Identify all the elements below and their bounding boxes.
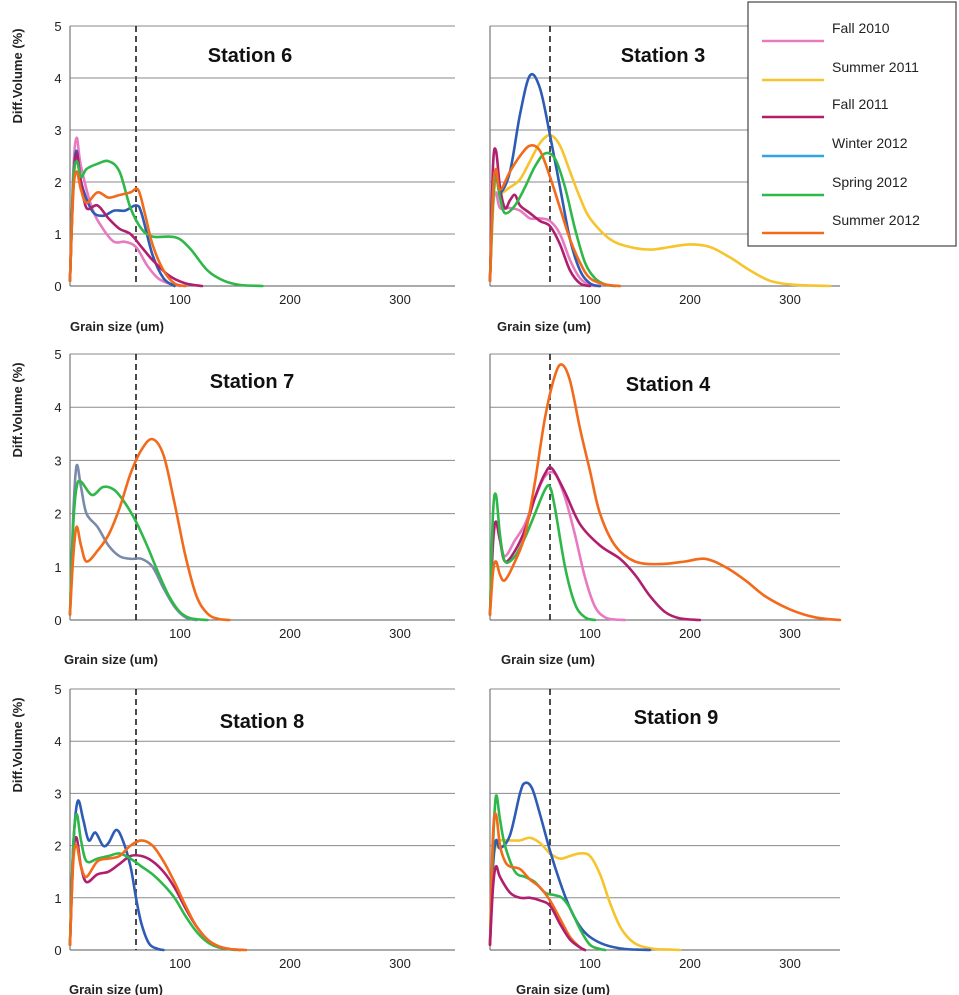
x-axis-label: Grain size (um) [516, 982, 610, 995]
chart-panel-1: 0 1 2 3 4 5 100 200 300 Station 6 Grain size (um) D… [10, 19, 455, 334]
legend-entry-label: Summer 2012 [832, 212, 920, 228]
series-line-2 [68, 149, 176, 288]
chart-panel-6: 100 200 300 Station 9 Grain size (um) [488, 688, 840, 995]
series-line-1 [68, 463, 198, 622]
series-line-3 [488, 794, 607, 952]
y-tick-label: 1 [54, 891, 61, 906]
x-tick-label: 100 [579, 956, 601, 971]
series-line-2 [68, 836, 242, 952]
y-tick-label: 4 [54, 734, 61, 749]
x-tick-label: 300 [389, 626, 411, 641]
x-tick-label: 300 [779, 956, 801, 971]
y-tick-label: 0 [54, 943, 61, 958]
series-line-6 [488, 144, 622, 288]
x-tick-label: 100 [579, 292, 601, 307]
y-tick-label: 4 [54, 400, 61, 415]
legend-box [747, 1, 957, 247]
series-line-2 [488, 781, 652, 952]
y-tick-label: 5 [54, 19, 61, 34]
series-line-1 [488, 470, 627, 622]
x-tick-label: 100 [169, 292, 191, 307]
series-line-4 [68, 839, 248, 952]
series-line-1 [488, 836, 682, 952]
x-tick-label: 300 [389, 292, 411, 307]
series-line-3 [68, 812, 237, 952]
y-tick-label: 0 [54, 279, 61, 294]
y-tick-label: 1 [54, 560, 61, 575]
series-line-3 [488, 484, 597, 622]
y-tick-label: 3 [54, 123, 61, 138]
legend-entry-label: Spring 2012 [832, 174, 908, 190]
y-tick-label: 2 [54, 175, 61, 190]
series-line-5 [68, 170, 187, 288]
x-tick-label: 200 [679, 626, 701, 641]
x-tick-label: 300 [779, 292, 801, 307]
legend-entry-label: Summer 2011 [832, 59, 919, 75]
legend-entry-label: Fall 2010 [832, 20, 890, 36]
series-line-2 [68, 479, 209, 622]
series-line-1 [68, 136, 182, 288]
x-tick-label: 200 [679, 292, 701, 307]
series-line-3 [488, 147, 592, 288]
x-tick-label: 300 [389, 956, 411, 971]
series-line-3 [68, 437, 231, 622]
x-tick-label: 200 [279, 292, 301, 307]
legend: Fall 2010 Summer 2011 Fall 2011 Winter 2012… [747, 1, 957, 247]
y-axis-label: Diff.Volume (%) [10, 362, 25, 457]
series-line-1 [68, 799, 165, 952]
x-axis-label: Grain size (um) [69, 982, 163, 995]
chart-panel-4: 100 200 300 Station 4 Grain size (um) [488, 353, 842, 667]
x-axis-label: Grain size (um) [497, 319, 591, 334]
series-line-4 [488, 812, 587, 952]
y-tick-label: 3 [54, 786, 61, 801]
x-tick-label: 200 [279, 626, 301, 641]
series-line-1 [488, 191, 602, 288]
x-tick-label: 100 [169, 626, 191, 641]
series-line-2 [488, 133, 832, 288]
y-axis-label: Diff.Volume (%) [10, 28, 25, 123]
y-tick-label: 2 [54, 507, 61, 522]
y-axis-label: Diff.Volume (%) [10, 697, 25, 792]
x-tick-label: 200 [679, 956, 701, 971]
series-line-4 [488, 363, 842, 622]
legend-entry-label: Winter 2012 [832, 135, 908, 151]
x-tick-label: 100 [169, 956, 191, 971]
x-tick-label: 300 [779, 626, 801, 641]
x-tick-label: 100 [579, 626, 601, 641]
panel-title: Station 9 [634, 707, 718, 729]
y-tick-label: 5 [54, 682, 61, 697]
legend-entry-label: Fall 2011 [832, 96, 889, 112]
x-tick-label: 200 [279, 956, 301, 971]
panel-title: Station 3 [621, 45, 705, 67]
y-tick-label: 1 [54, 227, 61, 242]
chart-panel-5: 0 1 2 3 4 5 100 200 300 Station 8 Grain size (um) D… [10, 682, 455, 995]
panel-title: Station 4 [626, 374, 711, 396]
y-tick-label: 5 [54, 347, 61, 362]
series-line-5 [488, 864, 587, 952]
panel-title: Station 6 [208, 45, 292, 67]
panel-title: Station 7 [210, 371, 294, 393]
x-axis-label: Grain size (um) [501, 652, 595, 667]
y-tick-label: 0 [54, 613, 61, 628]
y-tick-label: 2 [54, 839, 61, 854]
y-tick-label: 4 [54, 71, 61, 86]
x-axis-label: Grain size (um) [70, 319, 164, 334]
panel-title: Station 8 [220, 711, 304, 733]
y-tick-label: 3 [54, 453, 61, 468]
x-axis-label: Grain size (um) [64, 652, 158, 667]
chart-panel-3: 0 1 2 3 4 5 100 200 300 Station 7 Grain size (um) D… [10, 347, 455, 667]
series-line-4 [68, 159, 264, 288]
